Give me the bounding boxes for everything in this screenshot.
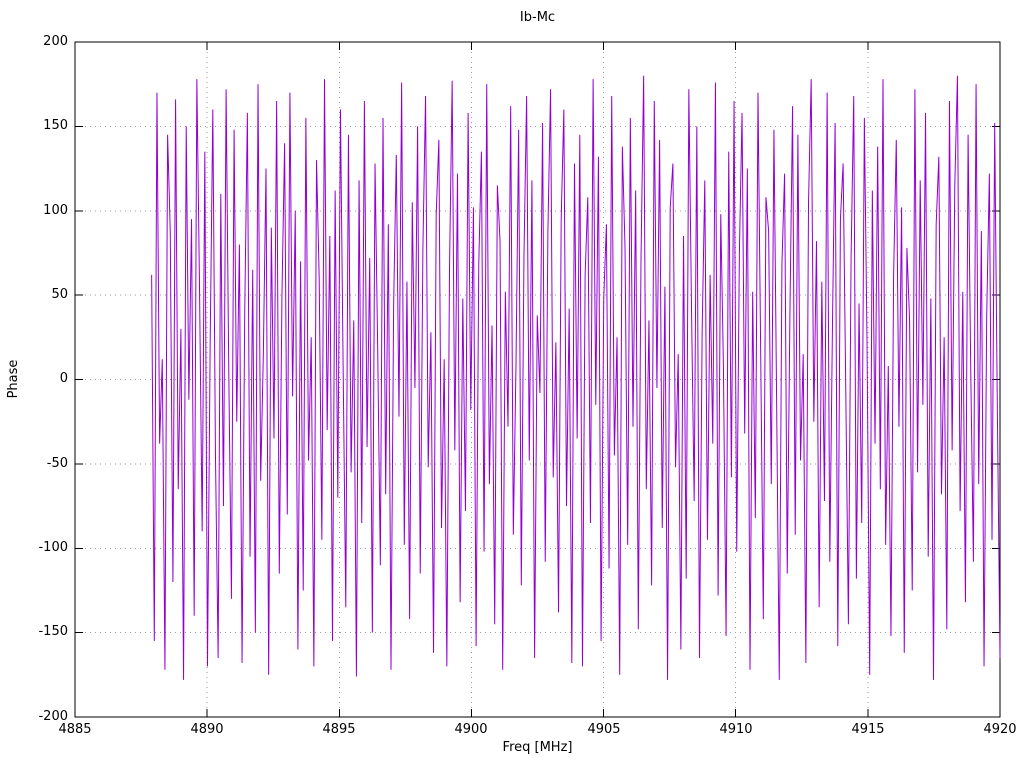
y-tick-label: -100 xyxy=(38,540,68,555)
y-tick-label: -50 xyxy=(46,456,68,471)
x-tick-label: 4905 xyxy=(587,722,621,737)
plot-border xyxy=(74,41,1001,718)
x-axis-label: Freq [MHz] xyxy=(502,740,573,755)
x-tick-label: 4915 xyxy=(851,722,885,737)
x-tick-label: 4920 xyxy=(983,722,1017,737)
y-tick-label: -200 xyxy=(38,709,68,724)
y-tick-label: -150 xyxy=(38,624,68,639)
x-tick-label: 4895 xyxy=(322,722,356,737)
y-tick-label: 200 xyxy=(43,34,68,49)
data-series-line xyxy=(151,75,1001,680)
y-tick-label: 0 xyxy=(59,371,68,386)
x-tick-label: 4885 xyxy=(58,722,92,737)
x-tick-label: 4910 xyxy=(719,722,753,737)
x-tick-label: 4890 xyxy=(190,722,224,737)
y-tick-label: 50 xyxy=(51,287,68,302)
y-tick-label: 150 xyxy=(43,118,68,133)
y-tick-label: 100 xyxy=(43,203,68,218)
plot-title: Ib-Mc xyxy=(519,10,556,25)
x-tick-label: 4900 xyxy=(454,722,488,737)
